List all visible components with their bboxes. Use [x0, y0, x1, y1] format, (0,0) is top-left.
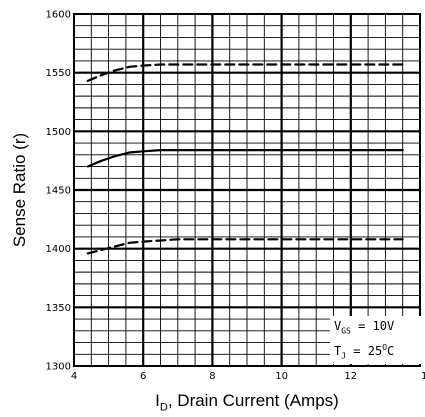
x-axis-title-main: I [155, 391, 160, 410]
annotation-tj-rest: C [387, 344, 395, 358]
annotation-tj-mid: = 25 [346, 344, 383, 358]
annotation-vgs-sub: GS [341, 326, 351, 336]
y-tick-label: 1450 [46, 186, 71, 197]
x-axis-title: ID, Drain Current (Amps) [72, 391, 422, 413]
y-tick-label: 1350 [46, 303, 71, 314]
annotation-tj-sup: O [382, 343, 388, 352]
x-axis-title-sub: D [159, 401, 168, 414]
annotation-vgs: VGS = 10V [334, 319, 394, 335]
series-group [86, 63, 404, 255]
annotation-box [330, 316, 423, 364]
series-line-2 [86, 149, 404, 168]
annotation-vgs-rest: = 10V [350, 319, 395, 333]
y-tick-label: 1550 [46, 68, 71, 79]
tick-labels: 1300 1350 1400 1450 1500 1550 1600 4 6 8 10 12 14 [46, 10, 425, 383]
x-axis-title-rest: , Drain Current (Amps) [167, 391, 339, 410]
series-line-3 [86, 238, 404, 255]
y-tick-label: 1400 [46, 244, 71, 255]
y-axis-title-text: Sense Ratio (r) [10, 132, 30, 248]
annotation-tj: TJ = 25OC [334, 343, 394, 360]
annotation-tj-sub: J [341, 351, 347, 361]
y-tick-label: 1300 [46, 362, 71, 373]
grid [74, 14, 420, 366]
y-axis-title: Sense Ratio (r) [2, 10, 38, 370]
annotation-vgs-main: V [334, 319, 342, 333]
x-tick-label: 6 [140, 371, 146, 382]
y-tick-label: 1500 [46, 127, 71, 138]
x-tick-label: 10 [275, 371, 288, 382]
x-tick-label: 14 [421, 371, 425, 382]
x-tick-label: 12 [344, 371, 357, 382]
annotation-tj-main: T [334, 344, 342, 358]
series-line-1 [86, 63, 404, 82]
x-tick-label: 4 [71, 371, 77, 382]
plot-frame [73, 13, 421, 367]
y-tick-label: 1600 [46, 10, 71, 21]
x-tick-label: 8 [209, 371, 215, 382]
